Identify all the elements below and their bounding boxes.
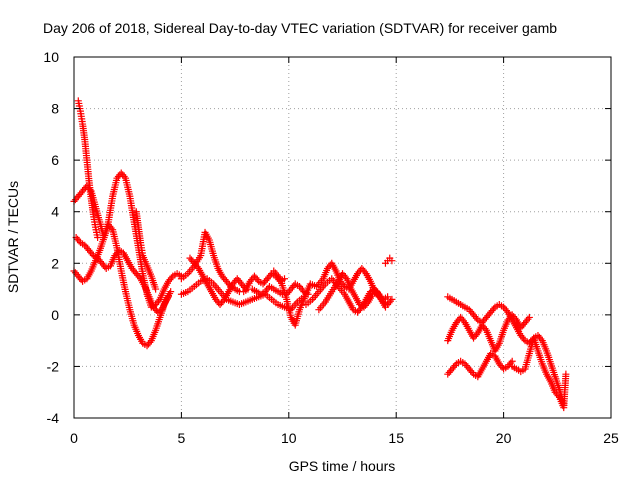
data-point <box>554 392 562 400</box>
data-point <box>356 305 364 313</box>
data-point <box>152 285 160 293</box>
data-point <box>361 268 369 276</box>
data-point <box>468 368 476 376</box>
data-point <box>219 297 227 305</box>
data-point <box>524 315 532 323</box>
data-point <box>341 273 349 281</box>
data-point <box>490 305 498 313</box>
y-tick-label: 0 <box>51 307 59 323</box>
data-point <box>384 293 392 301</box>
data-markers <box>70 97 570 412</box>
x-tick-label: 15 <box>388 430 404 446</box>
data-point <box>165 293 173 301</box>
data-point <box>154 297 162 305</box>
x-tick-label: 5 <box>178 430 186 446</box>
x-tick-label: 10 <box>281 430 297 446</box>
data-point <box>502 307 510 315</box>
data-point <box>193 263 201 271</box>
data-point <box>511 314 519 322</box>
data-point <box>381 303 389 311</box>
data-point <box>386 297 394 305</box>
chart-title: Day 206 of 2018, Sidereal Day-to-day VTE… <box>43 20 557 36</box>
data-point <box>88 250 96 258</box>
y-tick-label: 4 <box>51 204 59 220</box>
data-point <box>75 237 83 245</box>
x-tick-label: 0 <box>70 430 78 446</box>
x-tick-label: 25 <box>603 430 619 446</box>
data-point <box>562 370 570 378</box>
data-point <box>507 359 515 367</box>
data-point <box>120 172 128 180</box>
data-point <box>135 273 143 281</box>
data-point <box>481 325 489 333</box>
plot-frame <box>73 56 612 419</box>
data-point <box>388 295 396 303</box>
y-axis-ticks: -4 -2 0 2 4 6 8 10 <box>43 49 611 426</box>
data-point <box>451 362 459 370</box>
data-point <box>253 276 261 284</box>
x-axis-ticks: 0 5 10 15 20 25 <box>70 57 619 446</box>
y-tick-label: 8 <box>51 101 59 117</box>
data-point <box>472 331 480 339</box>
y-tick-label: 10 <box>43 49 59 65</box>
x-tick-label: 20 <box>496 430 512 446</box>
y-axis-label: SDTVAR / TECUs <box>5 181 21 293</box>
grid-lines <box>74 57 611 418</box>
data-point <box>460 317 468 325</box>
data-point <box>94 234 102 241</box>
data-point <box>107 224 115 232</box>
data-point <box>167 274 175 282</box>
data-point <box>388 257 396 265</box>
data-point <box>520 335 528 343</box>
data-point <box>472 314 480 322</box>
data-point <box>525 313 533 321</box>
data-point <box>537 335 545 343</box>
data-point <box>146 338 154 346</box>
y-tick-label: -2 <box>47 358 60 374</box>
y-tick-label: 2 <box>51 255 59 271</box>
y-tick-label: 6 <box>51 152 59 168</box>
data-point <box>339 281 347 289</box>
x-axis-label: GPS time / hours <box>289 458 396 474</box>
y-tick-label: -4 <box>47 410 60 426</box>
data-point <box>167 288 175 296</box>
data-point <box>363 300 371 308</box>
